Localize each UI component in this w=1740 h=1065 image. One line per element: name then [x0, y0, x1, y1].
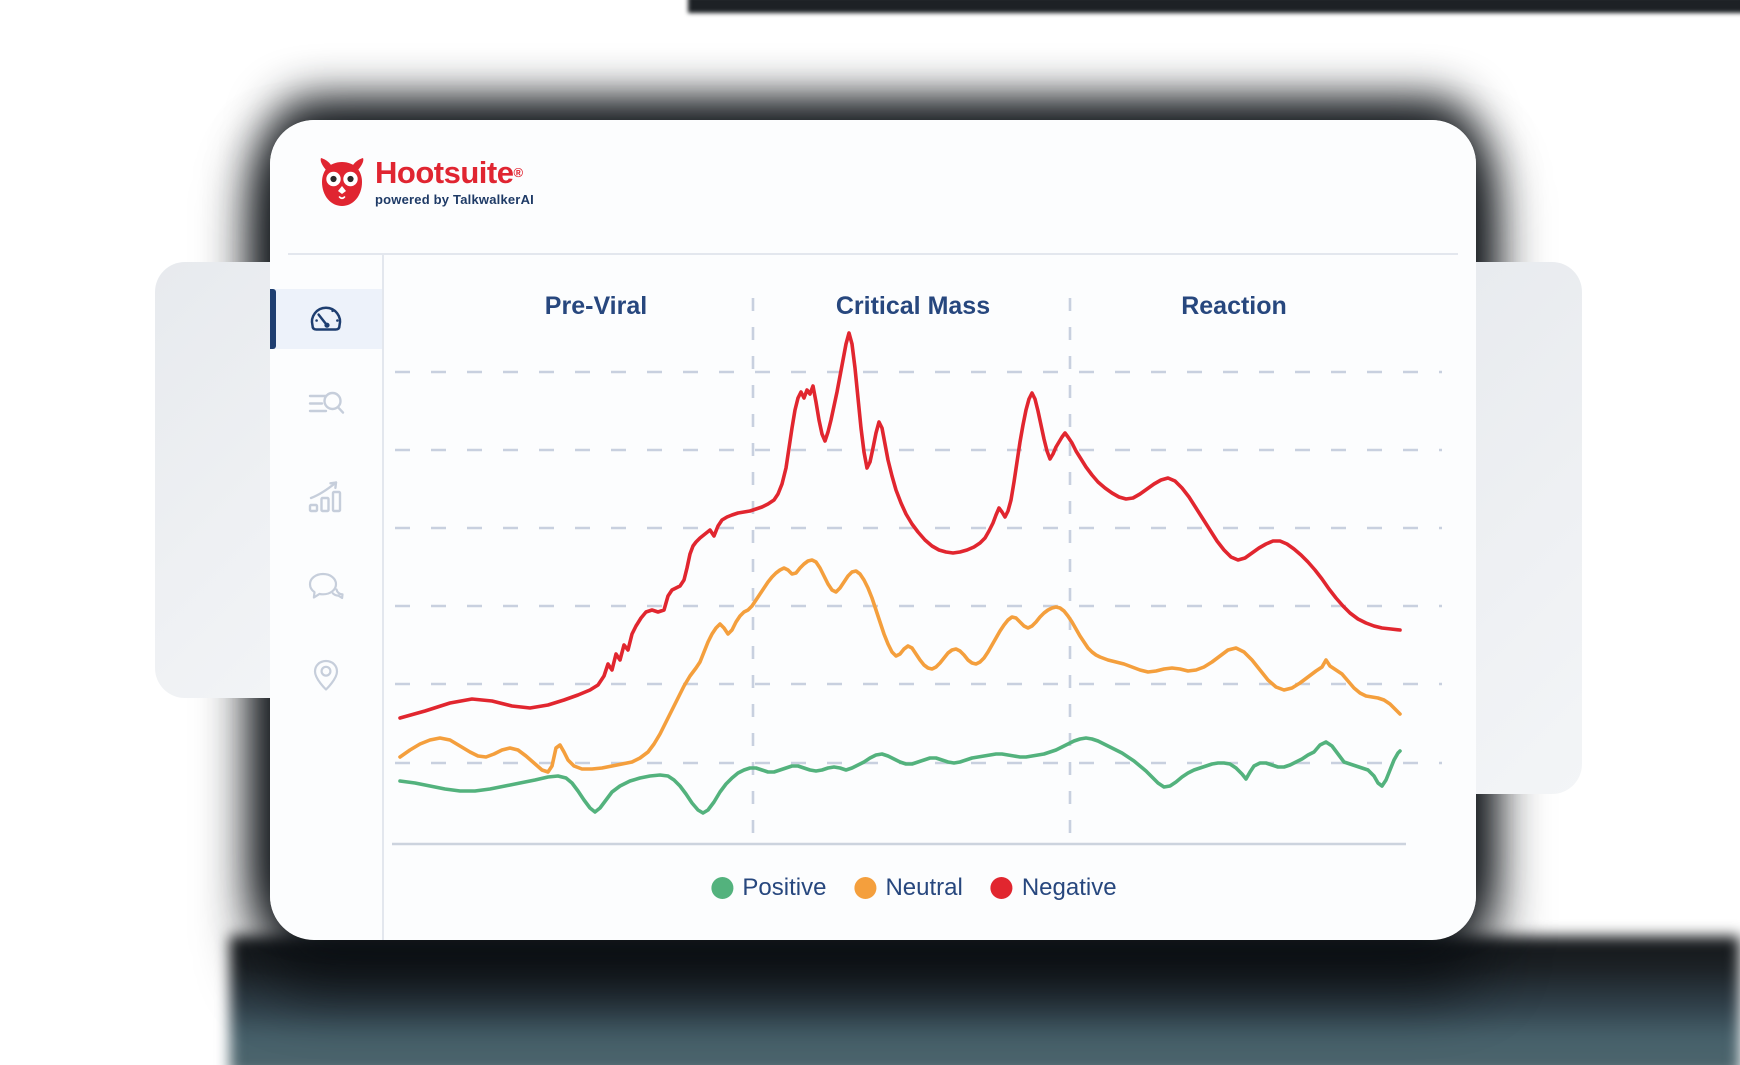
- location-pin-icon: [313, 659, 339, 691]
- legend-label: Neutral: [885, 874, 963, 901]
- sidebar-item-conversations[interactable]: [270, 557, 382, 617]
- chat-icon: [308, 572, 344, 600]
- legend-item-negative[interactable]: Negative: [990, 874, 1117, 902]
- legend-item-neutral[interactable]: Neutral: [854, 874, 963, 902]
- legend-label: Negative: [1021, 874, 1117, 901]
- header-divider-line: [288, 253, 1458, 255]
- registered-mark: ®: [513, 165, 523, 180]
- trend-chart-icon: [308, 481, 342, 513]
- brand-name: Hootsuite®: [375, 155, 523, 190]
- top-shadow-strip: [688, 0, 1740, 13]
- chart-legend: Positive Neutral Negative: [711, 874, 1117, 902]
- bottom-shadow-band: [230, 936, 1740, 1065]
- search-list-icon: [308, 391, 345, 414]
- gauge-icon: [310, 306, 342, 331]
- sidebar-item-analytics[interactable]: [270, 468, 382, 528]
- active-indicator-bar: [270, 289, 276, 349]
- dashboard-card: Hootsuite® powered by TalkwalkerAI: [270, 120, 1476, 940]
- legend-item-positive[interactable]: Positive: [711, 874, 826, 902]
- legend-label: Positive: [742, 874, 827, 901]
- phase-label-critical-mass: Critical Mass: [835, 292, 991, 320]
- owl-logo-icon: [320, 158, 364, 206]
- phase-label-pre-viral: Pre-Viral: [544, 292, 648, 320]
- sidebar-divider-line: [382, 254, 384, 940]
- sidebar-item-dashboard[interactable]: [270, 289, 382, 349]
- sidebar-item-search[interactable]: [270, 376, 382, 436]
- neutral-dot-icon: [854, 877, 877, 899]
- positive-dot-icon: [711, 877, 734, 899]
- sidebar-item-locations[interactable]: [270, 646, 382, 706]
- brand-tagline: powered by TalkwalkerAI: [375, 192, 534, 207]
- phase-label-reaction: Reaction: [1181, 292, 1287, 320]
- hootsuite-logo: Hootsuite® powered by TalkwalkerAI: [318, 156, 534, 208]
- negative-dot-icon: [990, 877, 1013, 899]
